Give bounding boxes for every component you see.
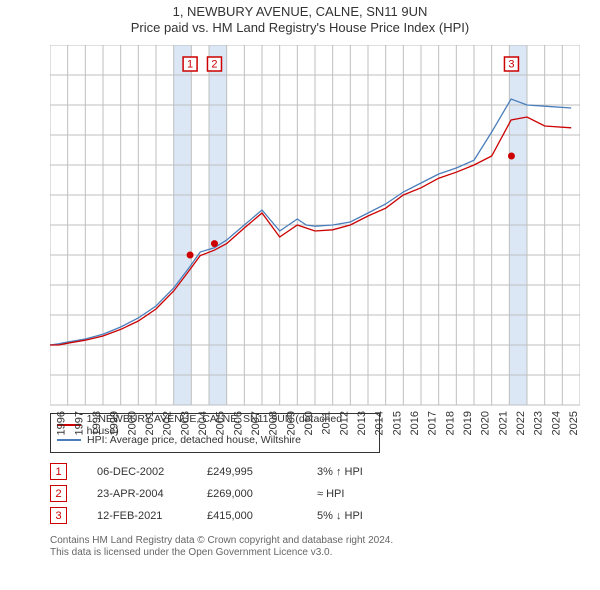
sale-marker: 2 <box>50 485 67 502</box>
sale-marker-number: 1 <box>187 58 193 70</box>
x-tick-label: 2021 <box>497 411 509 435</box>
x-tick-label: 2011 <box>321 411 333 435</box>
sale-note: 3% ↑ HPI <box>317 466 417 478</box>
sale-point <box>508 152 515 159</box>
footer-line-1: Contains HM Land Registry data © Crown c… <box>50 535 600 548</box>
series-line <box>50 99 571 345</box>
sale-price: £415,000 <box>207 510 317 522</box>
x-tick-label: 2015 <box>391 411 403 435</box>
series-line <box>50 117 571 345</box>
x-tick-label: 2007 <box>250 411 262 435</box>
x-tick-label: 2024 <box>550 411 562 435</box>
x-tick-label: 2012 <box>338 411 350 435</box>
sales-table: 1 06-DEC-2002£249,9953% ↑ HPI 2 23-APR-2004… <box>50 461 600 527</box>
x-tick-label: 2010 <box>303 411 315 435</box>
x-tick-label: 1998 <box>91 411 103 435</box>
x-tick-label: 2008 <box>268 411 280 435</box>
sale-note: ≈ HPI <box>317 488 417 500</box>
x-tick-label: 2006 <box>232 411 244 435</box>
x-tick-label: 2017 <box>427 411 439 435</box>
x-tick-label: 2019 <box>462 411 474 435</box>
sale-point <box>211 240 218 247</box>
x-tick-label: 2016 <box>409 411 421 435</box>
footer-line-2: This data is licensed under the Open Gov… <box>50 547 600 560</box>
x-tick-label: 1999 <box>109 411 121 435</box>
x-tick-label: 2005 <box>215 411 227 435</box>
x-tick-label: 2003 <box>179 411 191 435</box>
sale-note: 5% ↓ HPI <box>317 510 417 522</box>
sale-date: 06-DEC-2002 <box>97 466 207 478</box>
sale-row: 3 12-FEB-2021£415,0005% ↓ HPI <box>50 505 600 527</box>
sale-marker: 1 <box>50 463 67 480</box>
sale-price: £269,000 <box>207 488 317 500</box>
line-chart: £0£50K£100K£150K£200K£250K£300K£350K£400… <box>50 45 580 445</box>
x-tick-label: 2009 <box>285 411 297 435</box>
x-tick-label: 2022 <box>515 411 527 435</box>
x-tick-label: 2018 <box>444 411 456 435</box>
sale-marker: 3 <box>50 507 67 524</box>
x-tick-label: 2001 <box>144 411 156 435</box>
sale-marker-number: 3 <box>508 58 514 70</box>
sale-point <box>187 251 194 258</box>
sale-marker-number: 2 <box>211 58 217 70</box>
footer-attribution: Contains HM Land Registry data © Crown c… <box>50 535 600 560</box>
x-tick-label: 2025 <box>568 411 580 435</box>
title-line-2: Price paid vs. HM Land Registry's House … <box>0 20 600 36</box>
sale-date: 23-APR-2004 <box>97 488 207 500</box>
page: { "title_line1": "1, NEWBURY AVENUE, CAL… <box>0 0 600 590</box>
x-tick-label: 2002 <box>162 411 174 435</box>
title-line-1: 1, NEWBURY AVENUE, CALNE, SN11 9UN <box>0 4 600 20</box>
x-tick-label: 2020 <box>480 411 492 435</box>
x-tick-label: 2014 <box>374 411 386 435</box>
sale-date: 12-FEB-2021 <box>97 510 207 522</box>
x-tick-label: 1996 <box>56 411 68 435</box>
x-tick-label: 2013 <box>356 411 368 435</box>
x-tick-label: 2023 <box>533 411 545 435</box>
chart-area: £0£50K£100K£150K£200K£250K£300K£350K£400… <box>50 45 580 405</box>
chart-title: 1, NEWBURY AVENUE, CALNE, SN11 9UN Price… <box>0 0 600 37</box>
x-tick-label: 1997 <box>73 411 85 435</box>
x-tick-label: 2004 <box>197 411 209 435</box>
x-tick-label: 2000 <box>126 411 138 435</box>
sale-row: 1 06-DEC-2002£249,9953% ↑ HPI <box>50 461 600 483</box>
sale-row: 2 23-APR-2004£269,000≈ HPI <box>50 483 600 505</box>
sale-price: £249,995 <box>207 466 317 478</box>
